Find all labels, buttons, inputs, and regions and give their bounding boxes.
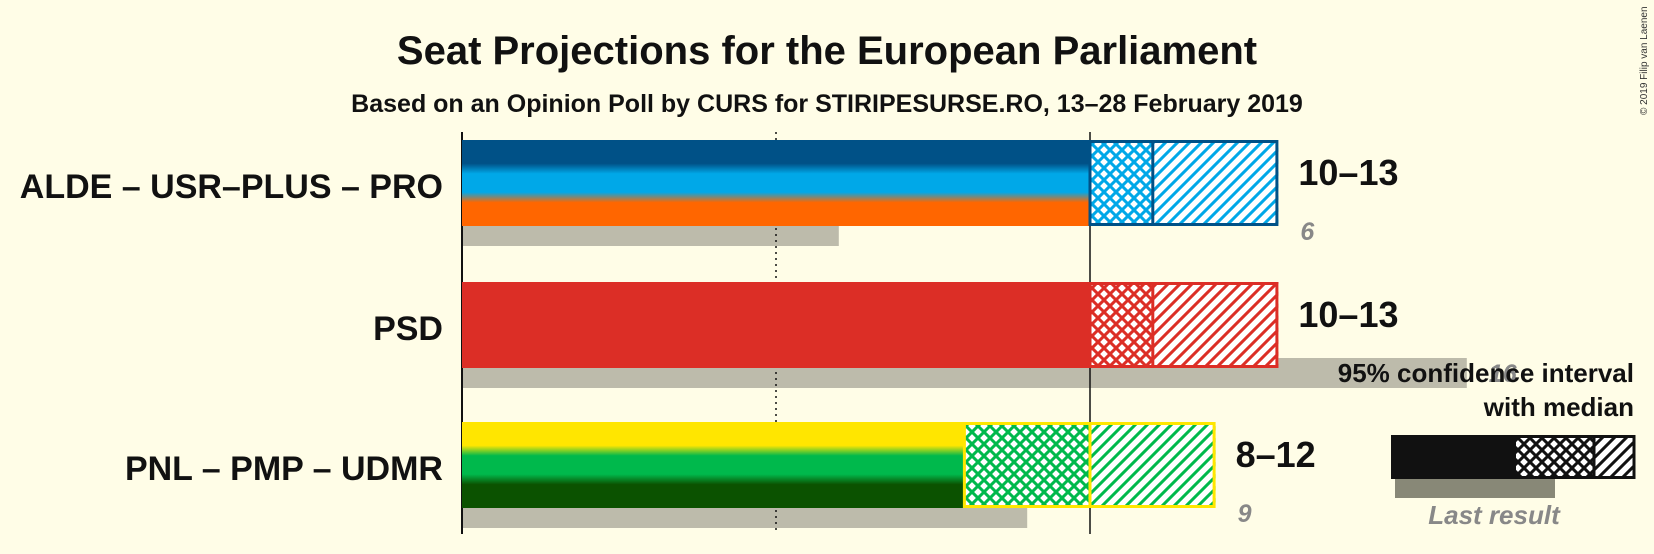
legend-ci-label: 95% confidence interval <box>1338 358 1634 388</box>
bars-layer: ALDE – USR–PLUS – PRO 10–13 6 PSD 10–13 16 PNL… <box>20 132 1518 534</box>
seat-range-label: 10–13 <box>1298 152 1398 193</box>
projection-bar-ci-to-median <box>964 422 1090 508</box>
seat-range-label: 8–12 <box>1236 434 1316 475</box>
last-result-label: 16 <box>1489 360 1518 388</box>
legend: 95% confidence interval with median Last r… <box>1338 358 1636 530</box>
projection-bar-solid <box>462 140 1090 226</box>
legend-last-result-label: Last result <box>1428 500 1561 530</box>
projection-bar-median-to-high <box>1152 282 1279 368</box>
legend-outline <box>1391 435 1636 479</box>
projection-bar-solid <box>462 282 1090 368</box>
party-label: ALDE – USR–PLUS – PRO <box>20 168 443 206</box>
legend-hatch-swatch <box>1594 435 1634 479</box>
party-label: PNL – PMP – UDMR <box>125 450 443 488</box>
projection-bar-ci-to-median <box>1090 282 1153 368</box>
projection-bar-solid <box>462 422 965 508</box>
seat-range-label: 10–13 <box>1298 294 1398 335</box>
last-result-label: 6 <box>1300 218 1315 246</box>
party-label: PSD <box>373 310 443 348</box>
chart-subtitle: Based on an Opinion Poll by CURS for STI… <box>351 90 1303 118</box>
projection-ci-outline <box>1088 140 1279 226</box>
projection-ci-outline <box>1088 282 1279 368</box>
projection-bar-ci-to-median <box>1090 140 1153 226</box>
legend-median-label: with median <box>1483 392 1634 422</box>
legend-solid-swatch <box>1391 435 1516 479</box>
projection-bar-median-to-high <box>1152 140 1279 226</box>
last-result-label: 9 <box>1238 500 1252 528</box>
chart-title: Seat Projections for the European Parlia… <box>397 29 1257 73</box>
copyright-notice: © 2019 Filip van Laenen <box>1639 6 1650 115</box>
projection-bar-median-to-high <box>1090 422 1216 508</box>
legend-cross-swatch <box>1516 435 1594 479</box>
